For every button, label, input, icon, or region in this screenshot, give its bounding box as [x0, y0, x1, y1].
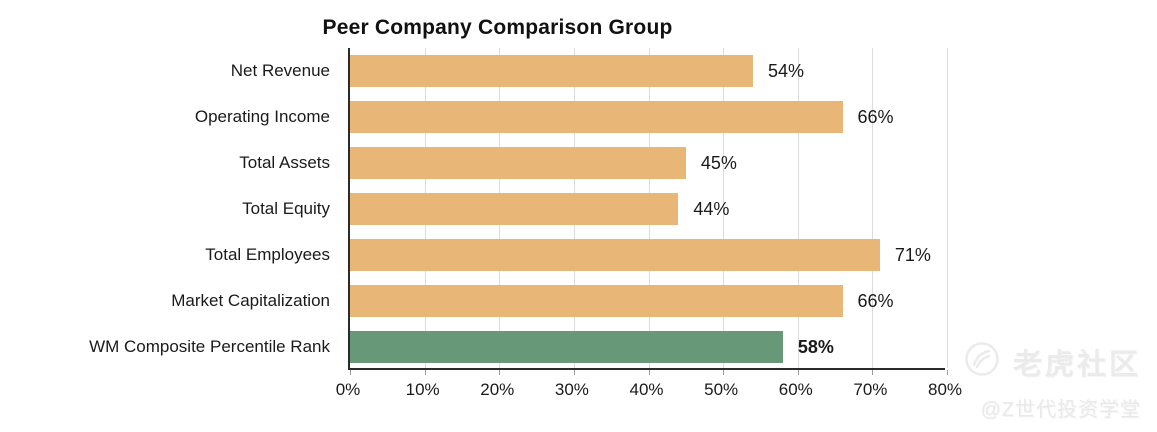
gridline — [723, 48, 725, 368]
x-axis-tick-label: 60% — [778, 380, 813, 399]
watermark-brand-line: 老虎社区 — [963, 340, 1141, 383]
plot-area: 54% 66% 45% 44% 71% 66% 58% — [348, 48, 948, 375]
bar — [350, 239, 880, 271]
category-label: Total Employees — [205, 245, 330, 264]
x-axis-tick — [499, 370, 501, 375]
x-axis-labels: 0% 10% 20% 30% 40% 50% 60% 70% 80% — [0, 380, 1157, 406]
x-axis-tick-label: 20% — [480, 380, 515, 399]
x-axis-tick-label: 30% — [554, 380, 589, 399]
bar-highlight — [350, 331, 783, 363]
bar — [350, 55, 753, 87]
category-label: Market Capitalization — [171, 291, 330, 310]
bar — [350, 147, 686, 179]
x-axis-tick-label: 50% — [704, 380, 739, 399]
category-label: Total Equity — [242, 199, 330, 218]
x-axis-tick — [947, 370, 948, 375]
category-labels: Net Revenue Operating Income Total Assets T… — [0, 48, 330, 370]
x-axis-tick — [350, 370, 351, 375]
x-axis-tick — [648, 370, 650, 375]
bar-value-label: 71% — [894, 244, 931, 265]
x-axis-tick — [797, 370, 799, 375]
watermark-brand-text: 老虎社区 — [1012, 348, 1141, 381]
category-label: Operating Income — [194, 107, 330, 126]
bar — [350, 193, 679, 225]
bar-value-label: 45% — [700, 152, 737, 173]
category-label: WM Composite Percentile Rank — [89, 337, 330, 356]
x-axis-tick-label: 80% — [927, 380, 963, 399]
x-axis-tick-label: 0% — [335, 380, 361, 399]
gridline — [872, 48, 874, 368]
bar-value-label: 54% — [767, 60, 804, 81]
x-axis-tick — [424, 370, 426, 375]
x-axis-tick — [872, 370, 874, 375]
bar-value-label: 44% — [693, 198, 730, 219]
bar — [350, 285, 843, 317]
x-axis-tick-label: 70% — [853, 380, 888, 399]
category-label: Net Revenue — [230, 61, 330, 80]
x-axis-tick-label: 40% — [629, 380, 664, 399]
tiger-logo-icon — [963, 340, 1001, 383]
bar — [350, 101, 843, 133]
chart-title: Peer Company Comparison Group — [322, 16, 673, 39]
bar-value-label: 66% — [857, 290, 894, 311]
x-axis-tick — [573, 370, 575, 375]
x-axis-tick — [723, 370, 725, 375]
bar-value-label: 66% — [857, 106, 894, 127]
gridline — [947, 48, 948, 368]
gridline — [797, 48, 799, 368]
bar-value-label: 58% — [797, 336, 834, 357]
x-axis-tick-label: 10% — [405, 380, 440, 399]
category-label: Total Assets — [239, 153, 330, 172]
